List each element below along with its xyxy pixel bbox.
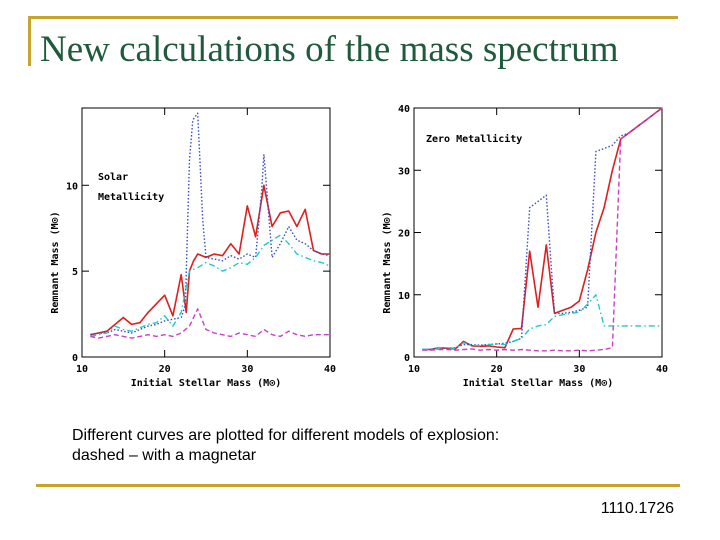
chart-0-annotation: Solar [98, 172, 128, 183]
top-rule [28, 16, 678, 19]
solar-metallicity-chart: 10 20 30 40 0 5 10 Initial Stellar Mass (M⊙) Rem… [50, 107, 336, 389]
chart-0-xtick-label: 30 [241, 364, 253, 375]
chart-0-ytick-label: 0 [72, 353, 78, 364]
chart-0-series-cyan-dashdot [90, 234, 331, 338]
chart-1-annotation: Zero Metallicity [426, 133, 522, 145]
chart-1-xtick-label: 20 [491, 364, 503, 375]
chart-0-series-magenta-dashed [90, 308, 330, 339]
chart-1-series-magenta-dashed [422, 107, 663, 352]
chart-1-series-blue-dotted [422, 107, 663, 351]
bottom-rule [36, 484, 680, 487]
chart-0-frame [81, 107, 331, 358]
chart-0-ytick-label: 10 [66, 181, 78, 192]
chart-0-annotation: Metallicity [98, 191, 164, 203]
caption-line-2: dashed – with a magnetar [72, 447, 257, 464]
chart-1-xtick-label: 30 [573, 364, 585, 375]
left-rule [28, 16, 31, 66]
caption: Different curves are plotted for differe… [72, 426, 499, 466]
chart-1-ytick-label: 20 [398, 229, 410, 240]
chart-0-xtick-label: 40 [324, 364, 336, 375]
chart-1-ytick-label: 0 [404, 353, 410, 364]
chart-1-series-cyan-dashdot [422, 294, 662, 351]
chart-1-ytick-label: 30 [398, 166, 410, 177]
chart-1-xlabel: Initial Stellar Mass (M⊙) [463, 377, 614, 389]
chart-1-ylabel: Remnant Mass (M⊙) [382, 211, 393, 313]
chart-1-xtick-label: 10 [408, 364, 420, 375]
chart-1-ytick-label: 40 [398, 104, 410, 115]
arxiv-reference: 1110.1726 [600, 500, 674, 517]
chart-1-ytick-label: 10 [398, 291, 410, 302]
chart-0-series-blue-dotted [90, 112, 331, 336]
chart-0-xlabel: Initial Stellar Mass (M⊙) [131, 377, 282, 389]
chart-1-frame [413, 107, 663, 358]
chart-1-xtick-label: 40 [656, 364, 668, 375]
caption-line-1: Different curves are plotted for differe… [72, 427, 500, 444]
chart-0-ylabel: Remnant Mass (M⊙) [50, 211, 61, 313]
chart-0-series-red-solid [90, 184, 330, 336]
slide-title: New calculations of the mass spectrum [40, 29, 619, 70]
chart-0-ytick-label: 5 [72, 267, 78, 278]
chart-0-xtick-label: 20 [159, 364, 171, 375]
chart-0-xtick-label: 10 [76, 364, 88, 375]
